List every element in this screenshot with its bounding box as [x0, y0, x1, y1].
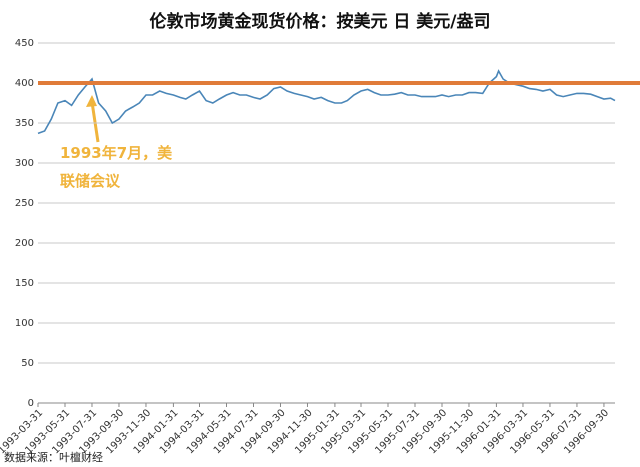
y-tick-label: 200: [15, 238, 34, 249]
y-tick-label: 150: [15, 278, 34, 289]
price-line: [37, 69, 616, 135]
y-tick-label: 0: [28, 398, 34, 409]
y-tick-label: 300: [15, 158, 34, 169]
y-tick-label: 350: [15, 118, 34, 129]
annotation: 联储会议: [60, 172, 121, 190]
source: 数据来源：叶檀财经: [4, 450, 103, 464]
y-tick-label: 250: [15, 198, 34, 209]
annotation-arrow: [90, 101, 100, 143]
y-tick-label: 400: [15, 78, 34, 89]
y-tick-label: 100: [15, 318, 34, 329]
annotation: 1993年7月，美: [60, 144, 173, 162]
chart-title: 伦敦市场黄金现货价格：按美元 日 美元/盎司: [149, 11, 490, 32]
y-tick-label: 50: [21, 358, 34, 369]
annotation-arrowhead: [86, 95, 97, 107]
y-tick-label: 450: [15, 38, 34, 49]
